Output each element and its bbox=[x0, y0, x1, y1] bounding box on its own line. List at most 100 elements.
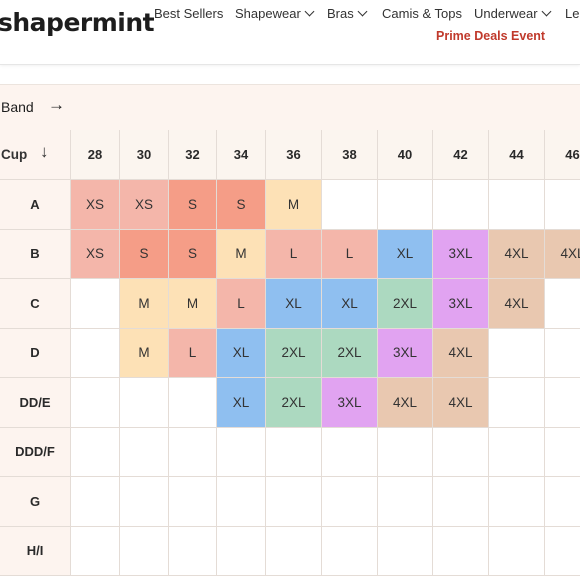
size-cell: L bbox=[266, 229, 322, 279]
nav-shapewear[interactable]: Shapewear bbox=[235, 6, 315, 21]
empty-cell bbox=[545, 180, 580, 230]
cup-size-label: C bbox=[0, 279, 71, 329]
empty-cell bbox=[120, 477, 169, 527]
empty-cell bbox=[169, 526, 217, 576]
nav-best-sellers[interactable]: Best Sellers bbox=[154, 6, 223, 21]
band-size-44: 44 bbox=[489, 130, 545, 180]
band-size-40: 40 bbox=[378, 130, 433, 180]
empty-cell bbox=[71, 328, 120, 378]
nav-shapewear-label: Shapewear bbox=[235, 6, 301, 21]
nav-leg-label: Leg bbox=[565, 6, 580, 21]
size-cell: 4XL bbox=[433, 328, 489, 378]
cup-size-label: H/I bbox=[0, 526, 71, 576]
empty-cell bbox=[322, 427, 378, 477]
size-cell: M bbox=[169, 279, 217, 329]
empty-cell bbox=[71, 378, 120, 428]
size-cell: XL bbox=[217, 328, 266, 378]
size-cell: 4XL bbox=[545, 229, 580, 279]
empty-cell bbox=[322, 526, 378, 576]
arrow-down-icon: ↓ bbox=[40, 142, 49, 161]
shapermint-logo[interactable]: shapermint bbox=[0, 8, 155, 37]
empty-cell bbox=[433, 477, 489, 527]
empty-cell bbox=[378, 477, 433, 527]
size-cell: XS bbox=[71, 229, 120, 279]
empty-cell bbox=[489, 427, 545, 477]
cup-size-label: D bbox=[0, 328, 71, 378]
band-size-46: 46 bbox=[545, 130, 580, 180]
cup-size-label: A bbox=[0, 180, 71, 230]
size-cell: L bbox=[169, 328, 217, 378]
empty-cell bbox=[217, 526, 266, 576]
cup-size-label: G bbox=[0, 477, 71, 527]
empty-cell bbox=[545, 279, 580, 329]
size-cell: 3XL bbox=[322, 378, 378, 428]
nav-bras[interactable]: Bras bbox=[327, 6, 368, 21]
cup-label: Cup bbox=[1, 147, 28, 162]
empty-cell bbox=[545, 427, 580, 477]
empty-cell bbox=[489, 477, 545, 527]
empty-cell bbox=[322, 180, 378, 230]
band-size-34: 34 bbox=[217, 130, 266, 180]
empty-cell bbox=[489, 180, 545, 230]
empty-cell bbox=[266, 477, 322, 527]
empty-cell bbox=[489, 526, 545, 576]
size-cell: L bbox=[322, 229, 378, 279]
empty-cell bbox=[545, 526, 580, 576]
prime-deals-link[interactable]: Prime Deals Event bbox=[436, 29, 546, 43]
size-cell: L bbox=[217, 279, 266, 329]
empty-cell bbox=[433, 180, 489, 230]
empty-cell bbox=[545, 328, 580, 378]
size-cell: S bbox=[169, 180, 217, 230]
size-cell: 2XL bbox=[266, 378, 322, 428]
size-cell: XL bbox=[266, 279, 322, 329]
nav-camis-tops[interactable]: Camis & Tops bbox=[382, 6, 462, 21]
empty-cell bbox=[71, 477, 120, 527]
empty-cell bbox=[71, 526, 120, 576]
empty-cell bbox=[169, 378, 217, 428]
nav-best-sellers-label: Best Sellers bbox=[154, 6, 224, 21]
cup-size-label: DDD/F bbox=[0, 427, 71, 477]
size-cell: M bbox=[217, 229, 266, 279]
empty-cell bbox=[489, 378, 545, 428]
size-cell: 3XL bbox=[433, 279, 489, 329]
size-cell: XS bbox=[71, 180, 120, 230]
empty-cell bbox=[489, 328, 545, 378]
size-cell: XS bbox=[120, 180, 169, 230]
size-cell: S bbox=[169, 229, 217, 279]
size-cell: XL bbox=[322, 279, 378, 329]
empty-cell bbox=[71, 427, 120, 477]
nav-underwear[interactable]: Underwear bbox=[474, 6, 552, 21]
band-size-42: 42 bbox=[433, 130, 489, 180]
size-cell: 4XL bbox=[489, 229, 545, 279]
size-cell: 4XL bbox=[489, 279, 545, 329]
band-size-36: 36 bbox=[266, 130, 322, 180]
empty-cell bbox=[266, 427, 322, 477]
empty-cell bbox=[169, 477, 217, 527]
empty-cell bbox=[169, 427, 217, 477]
size-cell: M bbox=[120, 279, 169, 329]
empty-cell bbox=[433, 526, 489, 576]
empty-cell bbox=[120, 427, 169, 477]
empty-cell bbox=[71, 279, 120, 329]
nav-leg[interactable]: Leg bbox=[565, 6, 580, 21]
cup-size-label: B bbox=[0, 229, 71, 279]
size-cell: S bbox=[217, 180, 266, 230]
nav-camis-tops-label: Camis & Tops bbox=[382, 6, 462, 21]
band-size-32: 32 bbox=[169, 130, 217, 180]
empty-cell bbox=[266, 526, 322, 576]
empty-cell bbox=[120, 526, 169, 576]
site-header: shapermint Best Sellers Shapewear Bras C… bbox=[0, 0, 580, 65]
size-cell: M bbox=[266, 180, 322, 230]
empty-cell bbox=[378, 180, 433, 230]
cup-header-cell: Cup ↓ bbox=[0, 130, 71, 180]
band-size-30: 30 bbox=[120, 130, 169, 180]
band-header-row: Band → bbox=[0, 84, 580, 132]
size-cell: 2XL bbox=[378, 279, 433, 329]
empty-cell bbox=[120, 378, 169, 428]
band-size-28: 28 bbox=[71, 130, 120, 180]
size-cell: 4XL bbox=[433, 378, 489, 428]
nav-bras-label: Bras bbox=[327, 6, 354, 21]
size-cell: 2XL bbox=[266, 328, 322, 378]
size-cell: XL bbox=[378, 229, 433, 279]
empty-cell bbox=[378, 427, 433, 477]
